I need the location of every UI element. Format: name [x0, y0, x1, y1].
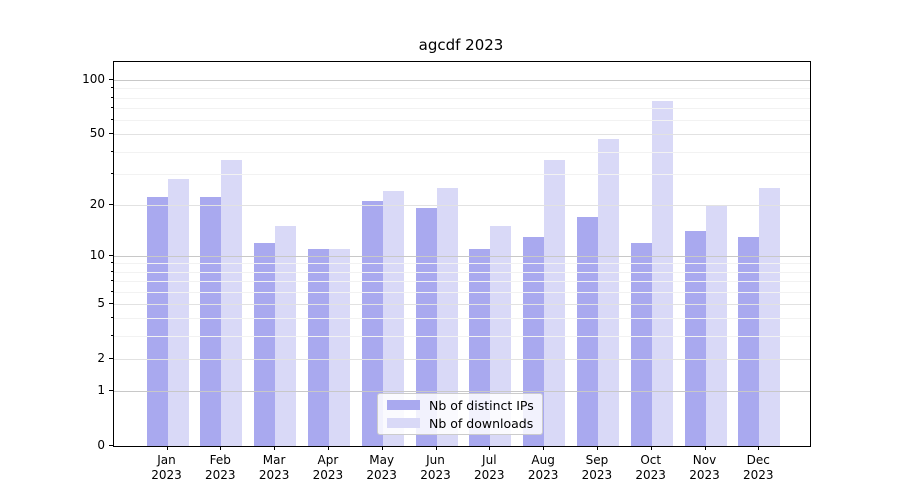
x-tick-label: Oct 2023 — [635, 453, 666, 482]
y-tick-label: 100 — [82, 72, 105, 86]
gridline — [114, 151, 810, 153]
bar-distinct-ips — [576, 216, 598, 446]
x-tick-mark — [274, 446, 276, 450]
y-tick-mark — [109, 357, 113, 359]
x-tick-mark — [596, 446, 598, 450]
x-tick-label: Dec 2023 — [743, 453, 774, 482]
x-tick-label: Mar 2023 — [258, 453, 290, 482]
y-tick-label: 10 — [89, 247, 105, 262]
bar-distinct-ips — [200, 197, 222, 446]
y-minor-tick-mark — [111, 96, 113, 98]
x-tick-mark — [220, 446, 222, 450]
y-minor-tick-mark — [111, 106, 113, 108]
y-minor-tick-mark — [111, 335, 113, 337]
legend-label: Nb of distinct IPs — [429, 397, 534, 413]
bar-downloads — [759, 187, 781, 446]
y-minor-tick-mark — [111, 262, 113, 264]
bar-downloads — [167, 178, 189, 446]
x-tick-label: Nov 2023 — [689, 453, 720, 482]
bar-downloads — [328, 248, 350, 446]
y-minor-tick-mark — [111, 87, 113, 89]
y-minor-tick-mark — [111, 150, 113, 152]
y-minor-tick-mark — [111, 270, 113, 272]
legend: Nb of distinct IPs Nb of downloads — [377, 393, 543, 435]
x-tick-mark — [166, 446, 168, 450]
bar-downloads — [490, 226, 512, 446]
bar-downloads — [275, 226, 297, 446]
x-tick-label: Sep 2023 — [581, 453, 613, 482]
x-tick-mark — [381, 446, 383, 450]
bar-distinct-ips — [738, 236, 760, 446]
y-tick-label: 0 — [97, 438, 105, 452]
gridline — [114, 134, 810, 136]
legend-label: Nb of downloads — [429, 415, 534, 431]
bar-distinct-ips — [630, 242, 652, 446]
y-tick-label: 20 — [89, 196, 105, 211]
bar-distinct-ips — [146, 197, 168, 446]
legend-row: Nb of distinct IPs — [387, 398, 542, 413]
y-minor-tick-mark — [111, 118, 113, 120]
gridline — [114, 119, 810, 121]
bar-distinct-ips — [254, 242, 276, 446]
y-minor-tick-mark — [111, 172, 113, 174]
bar-downloads — [436, 187, 458, 446]
x-tick-mark — [435, 446, 437, 450]
gridline — [114, 107, 810, 109]
y-tick-mark — [109, 302, 113, 304]
x-tick-label: Feb 2023 — [205, 453, 236, 482]
x-tick-label: Jan 2023 — [151, 453, 182, 482]
y-minor-tick-mark — [111, 317, 113, 319]
y-tick-mark — [109, 203, 113, 205]
x-tick-mark — [704, 446, 706, 450]
x-tick-mark — [327, 446, 329, 450]
gridline — [114, 80, 810, 81]
y-tick-label: 50 — [89, 126, 105, 141]
legend-swatch-distinct-ips — [387, 400, 420, 410]
bar-downloads — [544, 159, 566, 446]
x-tick-mark — [758, 446, 760, 450]
y-tick-mark — [109, 445, 113, 446]
y-tick-mark — [109, 390, 113, 392]
x-tick-label: Aug 2023 — [527, 453, 559, 482]
bar-distinct-ips — [307, 248, 329, 446]
y-tick-label: 5 — [97, 295, 105, 310]
gridline — [114, 88, 810, 90]
legend-swatch-downloads — [387, 418, 420, 428]
y-minor-tick-mark — [111, 290, 113, 292]
x-tick-label: Jun 2023 — [420, 453, 451, 482]
bar-downloads — [221, 159, 243, 446]
bar-downloads — [651, 100, 673, 446]
x-tick-mark — [489, 446, 491, 450]
x-tick-label: May 2023 — [366, 453, 397, 482]
gridline — [114, 173, 810, 175]
bar-downloads — [597, 139, 619, 446]
bar-downloads — [705, 204, 727, 446]
x-tick-label: Apr 2023 — [312, 453, 344, 482]
chart-title: agcdf 2023 — [418, 36, 504, 54]
x-tick-mark — [543, 446, 545, 450]
y-tick-label: 2 — [97, 350, 105, 365]
plot-area — [113, 61, 811, 447]
gridline — [114, 97, 810, 99]
y-minor-tick-mark — [111, 280, 113, 282]
x-tick-label: Jul 2023 — [474, 453, 505, 482]
x-tick-mark — [650, 446, 652, 450]
bar-distinct-ips — [361, 200, 383, 446]
bar-distinct-ips — [415, 208, 437, 446]
y-tick-label: 1 — [97, 383, 105, 398]
y-tick-mark — [109, 133, 113, 135]
y-tick-mark — [109, 79, 113, 80]
bar-distinct-ips — [684, 231, 706, 446]
y-tick-mark — [109, 254, 113, 256]
legend-row: Nb of downloads — [387, 416, 542, 431]
